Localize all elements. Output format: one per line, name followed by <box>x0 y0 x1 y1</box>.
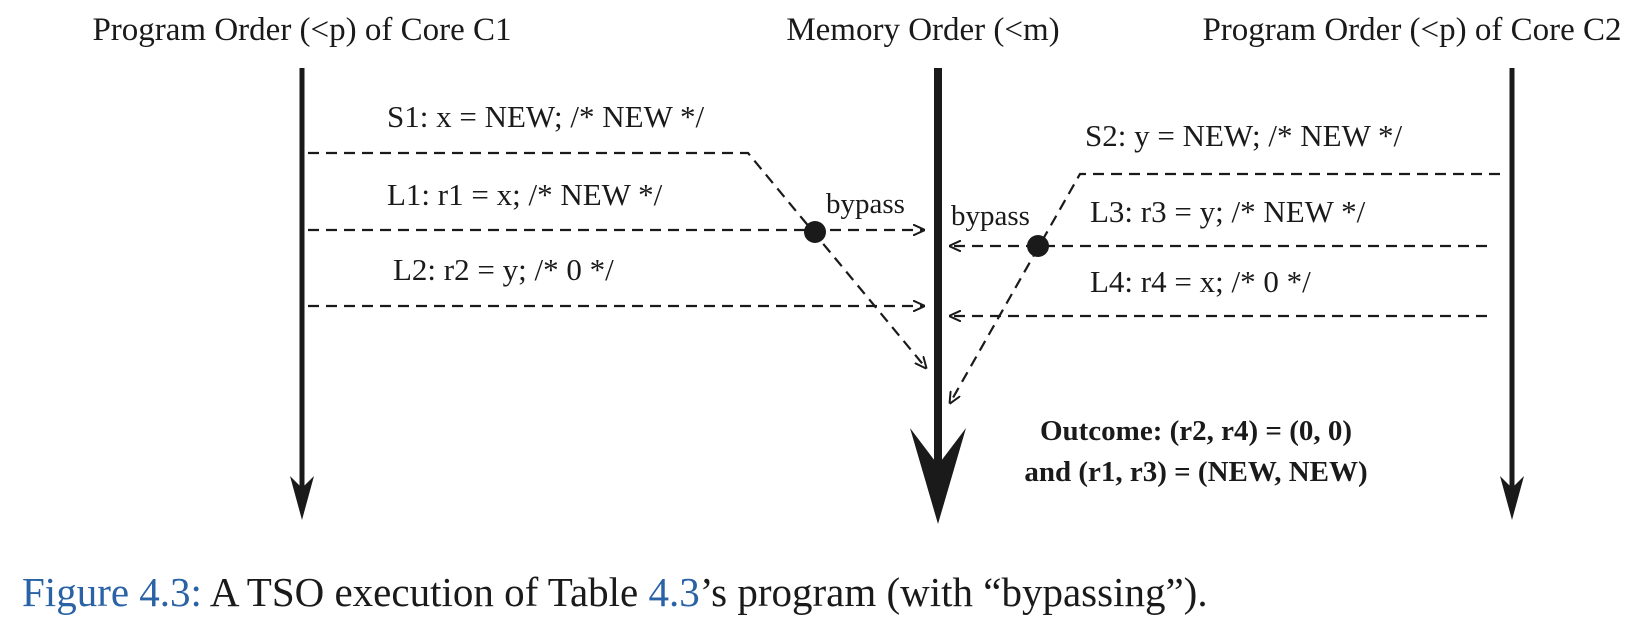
l1-bypass-label: bypass <box>826 188 905 220</box>
core-c2-timeline <box>1500 68 1524 520</box>
table-reference-link[interactable]: 4.3 <box>648 569 700 615</box>
l3-bypass-point <box>1027 235 1049 257</box>
core-c2-header: Program Order (<p) of Core C2 <box>1202 12 1621 48</box>
memory-order-timeline <box>910 68 966 524</box>
outcome-line-1: Outcome: (r2, r4) = (0, 0) <box>1040 415 1352 447</box>
memory-order-header: Memory Order (<m) <box>786 12 1059 48</box>
op-s1-label: S1: x = NEW; /* NEW */ <box>387 99 705 134</box>
op-l4-label: L4: r4 = x; /* 0 */ <box>1090 264 1311 299</box>
op-s2-label: S2: y = NEW; /* NEW */ <box>1085 118 1403 153</box>
l1-bypass-point <box>804 221 826 243</box>
caption-text-after: ’s program (with “bypassing”). <box>699 569 1208 615</box>
core-c1-timeline <box>290 68 314 520</box>
caption-text-before: A TSO execution of Table <box>201 569 649 615</box>
op-l3-label: L3: r3 = y; /* NEW */ <box>1090 194 1366 229</box>
core-c1-header: Program Order (<p) of Core C1 <box>92 12 511 48</box>
s2-store-arrow <box>950 172 1500 403</box>
outcome-line-2: and (r1, r3) = (NEW, NEW) <box>1024 456 1367 488</box>
op-l1-label: L1: r1 = x; /* NEW */ <box>387 177 663 212</box>
op-l2-label: L2: r2 = y; /* 0 */ <box>393 252 614 287</box>
figure-caption: Figure 4.3: A TSO execution of Table 4.3… <box>22 568 1208 616</box>
s1-store-arrow <box>308 151 926 368</box>
figure-number: Figure 4.3: <box>22 569 202 615</box>
tso-execution-diagram: Program Order (<p) of Core C1 Memory Ord… <box>92 12 1622 524</box>
l3-bypass-label: bypass <box>951 200 1030 232</box>
